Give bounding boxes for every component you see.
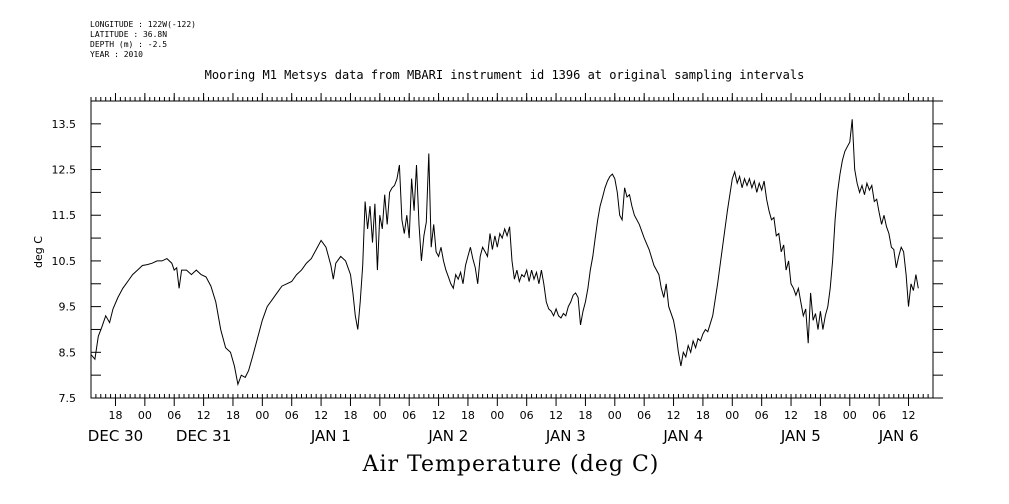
meta-depth: DEPTH (m) : -2.5	[90, 40, 168, 49]
y-axis-label: deg C	[32, 236, 45, 268]
x-tick-label: 00	[608, 409, 622, 422]
y-tick-label: 12.5	[52, 164, 77, 177]
x-tick-label: 06	[285, 409, 299, 422]
x-day-label: JAN 5	[780, 427, 821, 445]
x-day-label: JAN 1	[310, 427, 351, 445]
x-tick-label: 06	[872, 409, 886, 422]
x-tick-label: 12	[667, 409, 681, 422]
x-tick-label: 00	[373, 409, 387, 422]
x-day-label: DEC 31	[176, 427, 231, 445]
x-tick-label: 12	[549, 409, 563, 422]
x-axis: 18 00 06 12 18 00 06 12 18 00 06 12 18 00 06 12 18 00 06 12…	[88, 93, 919, 445]
x-tick-label: 12	[314, 409, 328, 422]
x-tick-label: 18	[813, 409, 827, 422]
x-day-label: JAN 3	[545, 427, 586, 445]
x-tick-label: 00	[725, 409, 739, 422]
x-tick-label: 06	[402, 409, 416, 422]
x-day-label: JAN 2	[427, 427, 468, 445]
x-tick-label: 18	[226, 409, 240, 422]
x-tick-label: 06	[755, 409, 769, 422]
meta-longitude: LONGITUDE : 122W(-122)	[90, 20, 196, 29]
x-tick-label: 12	[784, 409, 798, 422]
series-line	[90, 119, 919, 387]
x-tick-label: 12	[197, 409, 211, 422]
x-tick-label: 00	[255, 409, 269, 422]
x-day-label: DEC 30	[88, 427, 143, 445]
chart-title: Mooring M1 Metsys data from MBARI instru…	[204, 68, 805, 82]
x-tick-label: 18	[343, 409, 357, 422]
y-tick-label: 11.5	[52, 209, 77, 222]
y-tick-label: 8.5	[59, 346, 77, 359]
x-tick-label: 00	[490, 409, 504, 422]
x-axis-label: Air Temperature (deg C)	[362, 452, 660, 477]
x-tick-label: 00	[138, 409, 152, 422]
x-tick-label: 12	[432, 409, 446, 422]
x-tick-label: 06	[167, 409, 181, 422]
x-tick-label: 18	[461, 409, 475, 422]
y-tick-label: 13.5	[52, 118, 77, 131]
y-tick-label: 10.5	[52, 255, 77, 268]
y-axis: 7.5 8.5 9.5 10.5 11.5 12.5 13.5	[52, 100, 943, 405]
x-tick-label: 18	[108, 409, 122, 422]
x-tick-label: 12	[902, 409, 916, 422]
series-layer	[90, 119, 919, 387]
y-tick-label: 7.5	[59, 392, 77, 405]
x-day-label: JAN 4	[662, 427, 703, 445]
x-tick-label: 18	[578, 409, 592, 422]
x-tick-label: 18	[696, 409, 710, 422]
plot-frame	[90, 97, 934, 399]
x-tick-label: 00	[843, 409, 857, 422]
x-day-label: JAN 6	[878, 427, 919, 445]
meta-year: YEAR : 2010	[90, 50, 143, 59]
x-tick-label: 06	[520, 409, 534, 422]
x-tick-label: 06	[637, 409, 651, 422]
meta-latitude: LATITUDE : 36.8N	[90, 30, 168, 39]
plot-border	[90, 100, 934, 399]
y-tick-label: 9.5	[59, 301, 77, 314]
